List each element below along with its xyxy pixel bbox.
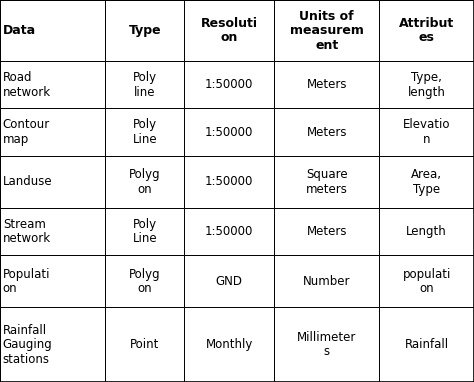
- Bar: [274, 61, 379, 108]
- Bar: [379, 156, 474, 208]
- Text: Point: Point: [130, 338, 159, 351]
- Text: GND: GND: [216, 275, 243, 288]
- Text: Poly
Line: Poly Line: [132, 118, 157, 146]
- Text: Monthly: Monthly: [206, 338, 253, 351]
- Text: Type,
length: Type, length: [408, 71, 446, 99]
- Text: Road
network: Road network: [3, 71, 51, 99]
- Bar: [184, 61, 274, 108]
- Bar: [105, 61, 184, 108]
- Text: Meters: Meters: [306, 78, 347, 91]
- Text: Square
meters: Square meters: [306, 168, 347, 196]
- Bar: [105, 308, 184, 382]
- Text: 1:50000: 1:50000: [205, 126, 254, 139]
- Text: 1:50000: 1:50000: [205, 78, 254, 91]
- Bar: [379, 308, 474, 382]
- Text: Area,
Type: Area, Type: [411, 168, 442, 196]
- Bar: [0, 61, 105, 108]
- Bar: [274, 256, 379, 308]
- Text: Populati
on: Populati on: [3, 268, 50, 295]
- Text: Meters: Meters: [306, 225, 347, 238]
- Text: Resoluti
on: Resoluti on: [201, 17, 258, 44]
- Text: Length: Length: [406, 225, 447, 238]
- Bar: [184, 256, 274, 308]
- Bar: [184, 108, 274, 156]
- Bar: [105, 0, 184, 61]
- Text: Type: Type: [128, 24, 161, 37]
- Bar: [105, 256, 184, 308]
- Text: Poly
line: Poly line: [133, 71, 157, 99]
- Text: Poly
Line: Poly Line: [132, 218, 157, 246]
- Text: 1:50000: 1:50000: [205, 225, 254, 238]
- Text: populati
on: populati on: [402, 268, 451, 295]
- Bar: [0, 108, 105, 156]
- Bar: [379, 256, 474, 308]
- Bar: [184, 208, 274, 256]
- Text: Elevatio
n: Elevatio n: [403, 118, 450, 146]
- Bar: [379, 108, 474, 156]
- Text: Landuse: Landuse: [3, 175, 53, 188]
- Bar: [184, 0, 274, 61]
- Text: Data: Data: [3, 24, 36, 37]
- Bar: [274, 308, 379, 382]
- Bar: [274, 156, 379, 208]
- Bar: [0, 0, 105, 61]
- Bar: [0, 256, 105, 308]
- Bar: [105, 208, 184, 256]
- Bar: [274, 108, 379, 156]
- Bar: [379, 0, 474, 61]
- Text: Meters: Meters: [306, 126, 347, 139]
- Text: 1:50000: 1:50000: [205, 175, 254, 188]
- Bar: [105, 108, 184, 156]
- Bar: [379, 61, 474, 108]
- Text: Rainfall: Rainfall: [404, 338, 449, 351]
- Text: Attribut
es: Attribut es: [399, 17, 454, 44]
- Bar: [274, 0, 379, 61]
- Bar: [184, 308, 274, 382]
- Text: Polyg
on: Polyg on: [129, 268, 161, 295]
- Bar: [0, 308, 105, 382]
- Text: Number: Number: [303, 275, 350, 288]
- Bar: [0, 208, 105, 256]
- Bar: [105, 156, 184, 208]
- Bar: [0, 156, 105, 208]
- Bar: [274, 208, 379, 256]
- Text: Polyg
on: Polyg on: [129, 168, 161, 196]
- Text: Rainfall
Gauging
stations: Rainfall Gauging stations: [3, 324, 53, 366]
- Text: Contour
map: Contour map: [3, 118, 50, 146]
- Bar: [184, 156, 274, 208]
- Text: Millimeter
s: Millimeter s: [297, 331, 356, 358]
- Bar: [379, 208, 474, 256]
- Text: Stream
network: Stream network: [3, 218, 51, 246]
- Text: Units of
measurem
ent: Units of measurem ent: [290, 10, 364, 52]
